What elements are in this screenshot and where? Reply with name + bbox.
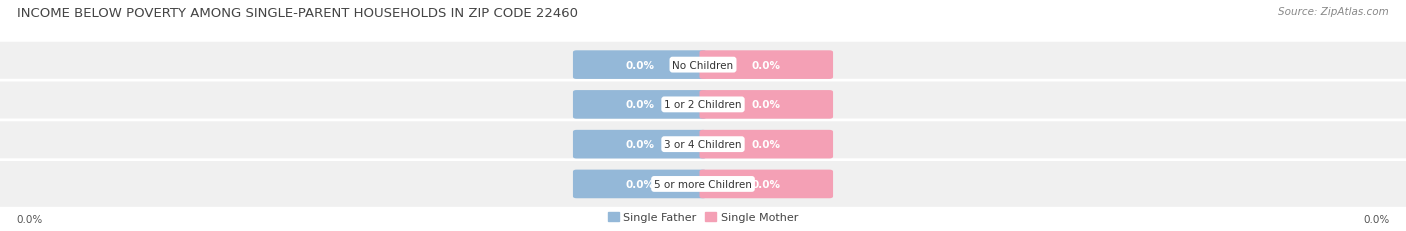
Text: 0.0%: 0.0%: [1362, 214, 1389, 225]
FancyBboxPatch shape: [574, 91, 707, 119]
Text: 0.0%: 0.0%: [752, 140, 780, 149]
Text: 0.0%: 0.0%: [626, 100, 654, 110]
FancyBboxPatch shape: [700, 91, 832, 119]
Text: 5 or more Children: 5 or more Children: [654, 179, 752, 189]
FancyBboxPatch shape: [700, 170, 832, 198]
Text: 0.0%: 0.0%: [752, 179, 780, 189]
FancyBboxPatch shape: [700, 51, 832, 80]
Text: 0.0%: 0.0%: [17, 214, 44, 225]
Text: 0.0%: 0.0%: [752, 100, 780, 110]
Text: 3 or 4 Children: 3 or 4 Children: [664, 140, 742, 149]
Legend: Single Father, Single Mother: Single Father, Single Mother: [605, 209, 801, 225]
Text: No Children: No Children: [672, 60, 734, 70]
Text: 0.0%: 0.0%: [626, 179, 654, 189]
Text: 0.0%: 0.0%: [626, 140, 654, 149]
FancyBboxPatch shape: [0, 120, 1406, 169]
FancyBboxPatch shape: [0, 41, 1406, 89]
FancyBboxPatch shape: [574, 51, 707, 80]
Text: Source: ZipAtlas.com: Source: ZipAtlas.com: [1278, 7, 1389, 17]
Text: 0.0%: 0.0%: [626, 60, 654, 70]
Text: INCOME BELOW POVERTY AMONG SINGLE-PARENT HOUSEHOLDS IN ZIP CODE 22460: INCOME BELOW POVERTY AMONG SINGLE-PARENT…: [17, 7, 578, 20]
FancyBboxPatch shape: [574, 130, 707, 159]
Text: 1 or 2 Children: 1 or 2 Children: [664, 100, 742, 110]
FancyBboxPatch shape: [0, 81, 1406, 129]
FancyBboxPatch shape: [0, 160, 1406, 208]
Text: 0.0%: 0.0%: [752, 60, 780, 70]
FancyBboxPatch shape: [574, 170, 707, 198]
FancyBboxPatch shape: [700, 130, 832, 159]
